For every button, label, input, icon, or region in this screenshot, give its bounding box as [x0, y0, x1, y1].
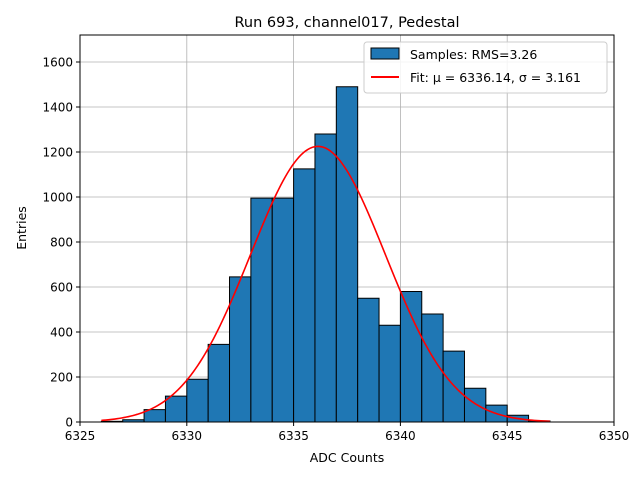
y-tick-label: 1200 — [42, 146, 73, 160]
x-tick-label: 6335 — [278, 429, 309, 443]
y-tick-label: 0 — [65, 416, 73, 430]
histogram-bar — [378, 324, 401, 423]
plot-frame — [79, 34, 615, 423]
histogram-bar — [357, 297, 380, 423]
y-axis-ticks: 0 200 400 600 800 1000 1200 1400 1600 — [42, 56, 80, 430]
y-tick-label: 400 — [50, 326, 73, 340]
y-tick-label: 1600 — [42, 56, 73, 70]
legend-box — [363, 41, 608, 94]
histogram-bar — [207, 343, 231, 423]
x-axis-label: ADC Counts — [310, 450, 385, 465]
x-tick-label: 6340 — [385, 429, 416, 443]
histogram-bar — [250, 197, 273, 423]
histogram-bar — [335, 86, 359, 423]
histogram-bar — [186, 378, 209, 423]
y-tick-label: 1000 — [42, 191, 73, 205]
y-axis-label: Entries — [14, 206, 29, 250]
histogram-bars — [100, 86, 551, 423]
y-tick-label: 800 — [50, 236, 73, 250]
y-tick-label: 600 — [50, 281, 73, 295]
histogram-bar — [399, 291, 423, 423]
legend-swatch-samples — [370, 47, 400, 60]
fit-curve — [101, 145, 550, 423]
legend-label-fit: Fit: μ = 6336.14, σ = 3.161 — [410, 70, 581, 85]
histogram-bar — [164, 395, 188, 423]
legend-label-samples: Samples: RMS=3.26 — [410, 47, 537, 62]
x-axis-ticks: 6325 6330 6335 6340 6345 6350 — [65, 422, 630, 443]
x-tick-label: 6330 — [172, 429, 203, 443]
x-tick-label: 6345 — [492, 429, 523, 443]
x-tick-label: 6325 — [65, 429, 96, 443]
y-tick-label: 1400 — [42, 101, 73, 115]
chart-title: Run 693, channel017, Pedestal — [234, 15, 459, 31]
histogram-bar — [293, 168, 316, 423]
legend: Samples: RMS=3.26 Fit: μ = 6336.14, σ = … — [363, 41, 608, 94]
histogram-bar — [271, 197, 295, 423]
histogram-bar — [314, 133, 337, 423]
y-tick-label: 200 — [50, 371, 73, 385]
histogram-bar — [463, 387, 487, 423]
x-tick-label: 6350 — [599, 429, 630, 443]
